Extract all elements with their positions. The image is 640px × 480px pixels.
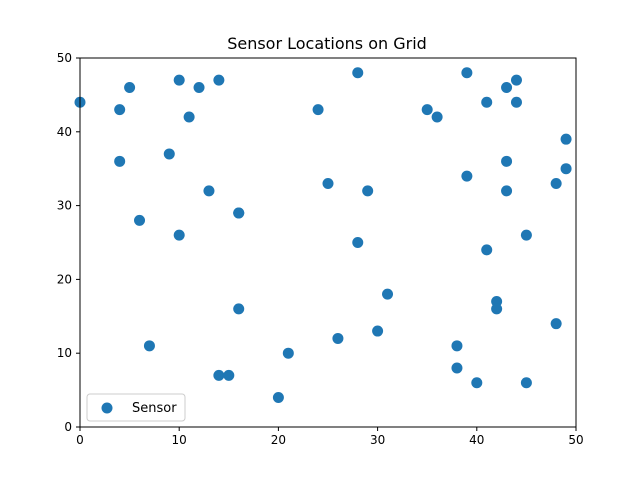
- data-point: [382, 288, 394, 300]
- data-point: [233, 303, 245, 315]
- data-point: [223, 369, 235, 381]
- data-point: [193, 82, 205, 94]
- data-point: [183, 111, 195, 123]
- legend-box: [86, 393, 186, 422]
- data-point: [372, 325, 384, 337]
- data-point: [322, 177, 334, 189]
- y-tick-label: 0: [64, 420, 72, 434]
- data-point: [421, 104, 433, 116]
- data-point: [173, 229, 185, 241]
- x-tick-label: 0: [76, 433, 84, 447]
- data-point: [560, 133, 572, 145]
- data-point: [352, 67, 364, 79]
- data-point: [352, 237, 364, 248]
- data-point: [560, 163, 572, 175]
- data-point: [124, 82, 136, 94]
- x-tick-label: 20: [271, 433, 286, 447]
- data-point: [451, 362, 463, 374]
- data-point: [481, 96, 493, 108]
- x-tick-label: 50: [568, 433, 583, 447]
- data-point: [272, 391, 284, 403]
- legend-marker: [101, 402, 113, 414]
- data-point: [451, 340, 463, 352]
- data-point: [233, 207, 245, 219]
- data-point: [491, 303, 503, 315]
- data-point: [431, 111, 443, 123]
- data-point: [173, 74, 185, 86]
- x-tick-label: 10: [172, 433, 187, 447]
- legend: Sensor: [86, 393, 186, 422]
- plot-frame: [79, 57, 577, 428]
- data-point: [163, 148, 175, 160]
- data-point: [510, 74, 522, 86]
- data-point: [510, 96, 522, 108]
- y-axis: 0 10 20 30 40 50: [57, 51, 80, 434]
- x-tick-label: 30: [370, 433, 385, 447]
- data-point: [213, 369, 225, 381]
- y-tick-label: 50: [57, 51, 72, 65]
- data-point: [114, 155, 126, 167]
- data-point: [501, 82, 513, 94]
- data-point: [550, 318, 562, 330]
- y-tick-label: 40: [57, 125, 72, 139]
- data-point: [550, 177, 562, 189]
- data-point: [332, 332, 344, 344]
- data-point: [362, 185, 374, 197]
- data-point: [461, 67, 473, 79]
- y-tick-label: 30: [57, 199, 72, 213]
- x-tick-label: 40: [469, 433, 484, 447]
- data-point: [312, 104, 324, 116]
- y-tick-label: 10: [57, 346, 72, 360]
- data-point: [143, 340, 155, 352]
- y-tick-label: 20: [57, 272, 72, 286]
- data-point: [114, 104, 126, 116]
- data-point: [520, 377, 532, 389]
- legend-label: Sensor: [132, 401, 177, 416]
- data-point: [520, 229, 532, 241]
- data-point: [134, 214, 146, 226]
- data-point: [282, 347, 294, 359]
- data-point: [481, 244, 493, 256]
- data-point: [501, 185, 513, 197]
- data-point: [213, 74, 225, 86]
- data-point: [501, 155, 513, 167]
- chart-title: Sensor Locations on Grid: [227, 34, 427, 53]
- data-points: [74, 67, 572, 403]
- data-point: [461, 170, 473, 182]
- x-axis: 0 10 20 30 40 50: [76, 427, 584, 447]
- data-point: [203, 185, 215, 197]
- data-point: [471, 377, 483, 389]
